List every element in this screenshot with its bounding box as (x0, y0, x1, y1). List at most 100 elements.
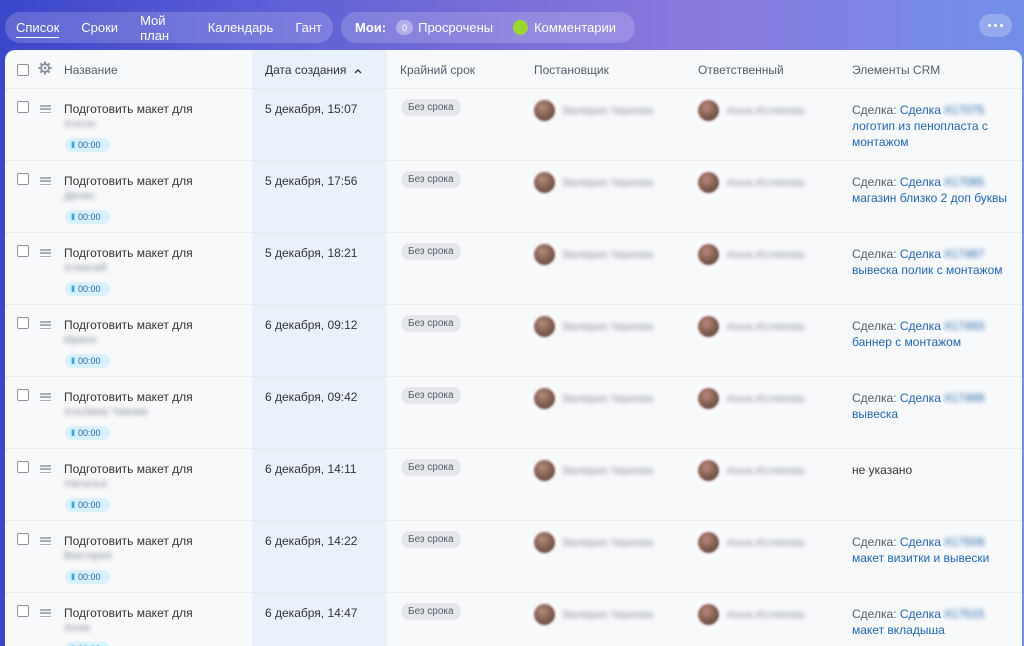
crm-deal-title[interactable]: макет вкладыша (852, 623, 945, 637)
table-row[interactable]: Подготовить макет для Анна II 00:00 6 де… (5, 593, 1022, 646)
crm-deal-link[interactable]: Сделка (899, 535, 941, 549)
row-checkbox[interactable] (17, 533, 29, 545)
deadline-badge[interactable]: Без срока (401, 387, 461, 404)
crm-deal-number[interactable]: #17075 (944, 103, 985, 117)
table-row[interactable]: Подготовить макет для Алексей II 00:00 5… (5, 233, 1022, 305)
task-client-name[interactable]: Денис (64, 190, 96, 202)
deadline-badge[interactable]: Без срока (401, 603, 461, 620)
creator-cell[interactable]: Валерия Черкова (534, 244, 653, 265)
column-responsible[interactable]: Ответственный (698, 63, 784, 77)
creator-cell[interactable]: Валерия Черкова (534, 388, 653, 409)
column-crm[interactable]: Элементы CRM (852, 63, 941, 77)
creator-cell[interactable]: Валерия Черкова (534, 316, 653, 337)
crm-deal-link[interactable]: Сделка (899, 607, 941, 621)
task-timer[interactable]: II 00:00 (65, 210, 110, 224)
row-checkbox[interactable] (17, 173, 29, 185)
task-title[interactable]: Подготовить макет для (64, 390, 193, 404)
crm-deal-title[interactable]: магазин близко 2 доп буквы (852, 191, 1008, 205)
overdue-filter[interactable]: 0 Просрочены (396, 20, 493, 35)
creator-cell[interactable]: Валерия Черкова (534, 100, 653, 121)
task-title[interactable]: Подготовить макет для (64, 534, 193, 548)
table-row[interactable]: Подготовить макет для Виктория II 00:00 … (5, 521, 1022, 593)
row-checkbox[interactable] (17, 101, 29, 113)
column-name[interactable]: Название (64, 63, 118, 77)
crm-deal-link[interactable]: Сделка (899, 175, 941, 189)
responsible-cell[interactable]: Анна Ислякова (698, 532, 804, 553)
responsible-cell[interactable]: Анна Ислякова (698, 244, 804, 265)
tab-deadlines[interactable]: Сроки (81, 20, 119, 35)
gear-icon[interactable] (38, 61, 52, 75)
tab-gantt[interactable]: Гант (295, 20, 322, 35)
task-client-name[interactable]: Наталья (64, 478, 107, 490)
deadline-badge[interactable]: Без срока (401, 243, 461, 260)
task-title[interactable]: Подготовить макет для (64, 606, 193, 620)
deadline-badge[interactable]: Без срока (401, 99, 461, 116)
deadline-badge[interactable]: Без срока (401, 459, 461, 476)
task-timer[interactable]: II 00:00 (65, 354, 110, 368)
drag-handle-icon[interactable] (40, 465, 51, 473)
responsible-cell[interactable]: Анна Ислякова (698, 604, 804, 625)
crm-deal-number[interactable]: #17487 (944, 247, 985, 261)
drag-handle-icon[interactable] (40, 177, 51, 185)
task-client-name[interactable]: Анна (64, 622, 90, 634)
crm-deal-link[interactable]: Сделка (899, 103, 941, 117)
responsible-cell[interactable]: Анна Ислякова (698, 172, 804, 193)
task-title[interactable]: Подготовить макет для (64, 318, 193, 332)
task-timer[interactable]: II 00:00 (65, 282, 110, 296)
table-row[interactable]: Подготовить макет для Ирина II 00:00 6 д… (5, 305, 1022, 377)
table-row[interactable]: Подготовить макет для Денис II 00:00 5 д… (5, 161, 1022, 233)
row-checkbox[interactable] (17, 317, 29, 329)
crm-deal-title[interactable]: макет визитки и вывески (852, 551, 990, 565)
column-creator[interactable]: Постановщик (534, 63, 609, 77)
creator-cell[interactable]: Валерия Черкова (534, 532, 653, 553)
comments-filter[interactable]: Комментарии (513, 20, 616, 35)
task-timer[interactable]: II 00:00 (65, 426, 110, 440)
row-checkbox[interactable] (17, 245, 29, 257)
column-created[interactable]: Дата создания (265, 63, 362, 77)
deadline-badge[interactable]: Без срока (401, 531, 461, 548)
drag-handle-icon[interactable] (40, 249, 51, 257)
crm-deal-title[interactable]: вывеска (852, 407, 899, 421)
row-checkbox[interactable] (17, 605, 29, 617)
tab-calendar[interactable]: Календарь (207, 20, 274, 35)
crm-deal-link[interactable]: Сделка (899, 247, 941, 261)
task-client-name[interactable]: Виктория (64, 550, 112, 562)
table-row[interactable]: Подготовить макет для Алсон II 00:00 5 д… (5, 89, 1022, 161)
task-client-name[interactable]: Ирина (64, 334, 97, 346)
task-timer[interactable]: II 00:00 (65, 570, 110, 584)
deadline-badge[interactable]: Без срока (401, 171, 461, 188)
crm-deal-title[interactable]: вывеска полик с монтажом (852, 263, 1003, 277)
task-timer[interactable]: II 00:00 (65, 642, 110, 646)
task-client-name[interactable]: Алсон (64, 118, 96, 130)
row-checkbox[interactable] (17, 389, 29, 401)
task-title[interactable]: Подготовить макет для (64, 462, 193, 476)
responsible-cell[interactable]: Анна Ислякова (698, 388, 804, 409)
table-row[interactable]: Подготовить макет для Альбина Чикова II … (5, 377, 1022, 449)
drag-handle-icon[interactable] (40, 393, 51, 401)
task-title[interactable]: Подготовить макет для (64, 246, 193, 260)
select-all-checkbox[interactable] (17, 64, 29, 76)
creator-cell[interactable]: Валерия Черкова (534, 172, 653, 193)
responsible-cell[interactable]: Анна Ислякова (698, 316, 804, 337)
task-client-name[interactable]: Альбина Чикова (64, 406, 148, 418)
drag-handle-icon[interactable] (40, 537, 51, 545)
responsible-cell[interactable]: Анна Ислякова (698, 100, 804, 121)
crm-deal-title[interactable]: логотип из пенопласта с монтажом (852, 119, 988, 149)
crm-deal-link[interactable]: Сделка (899, 391, 941, 405)
deadline-badge[interactable]: Без срока (401, 315, 461, 332)
responsible-cell[interactable]: Анна Ислякова (698, 460, 804, 481)
crm-deal-title[interactable]: баннер с монтажом (852, 335, 962, 349)
more-button[interactable] (979, 14, 1012, 37)
crm-deal-number[interactable]: #17493 (944, 319, 985, 333)
crm-deal-number[interactable]: #17509 (944, 535, 985, 549)
drag-handle-icon[interactable] (40, 105, 51, 113)
task-timer[interactable]: II 00:00 (65, 138, 110, 152)
row-checkbox[interactable] (17, 461, 29, 473)
tab-list[interactable]: Список (5, 12, 70, 43)
task-timer[interactable]: II 00:00 (65, 498, 110, 512)
crm-deal-number[interactable]: #17499 (944, 391, 985, 405)
drag-handle-icon[interactable] (40, 609, 51, 617)
crm-deal-link[interactable]: Сделка (899, 319, 941, 333)
task-client-name[interactable]: Алексей (64, 262, 107, 274)
crm-deal-number[interactable]: #17085 (944, 175, 985, 189)
